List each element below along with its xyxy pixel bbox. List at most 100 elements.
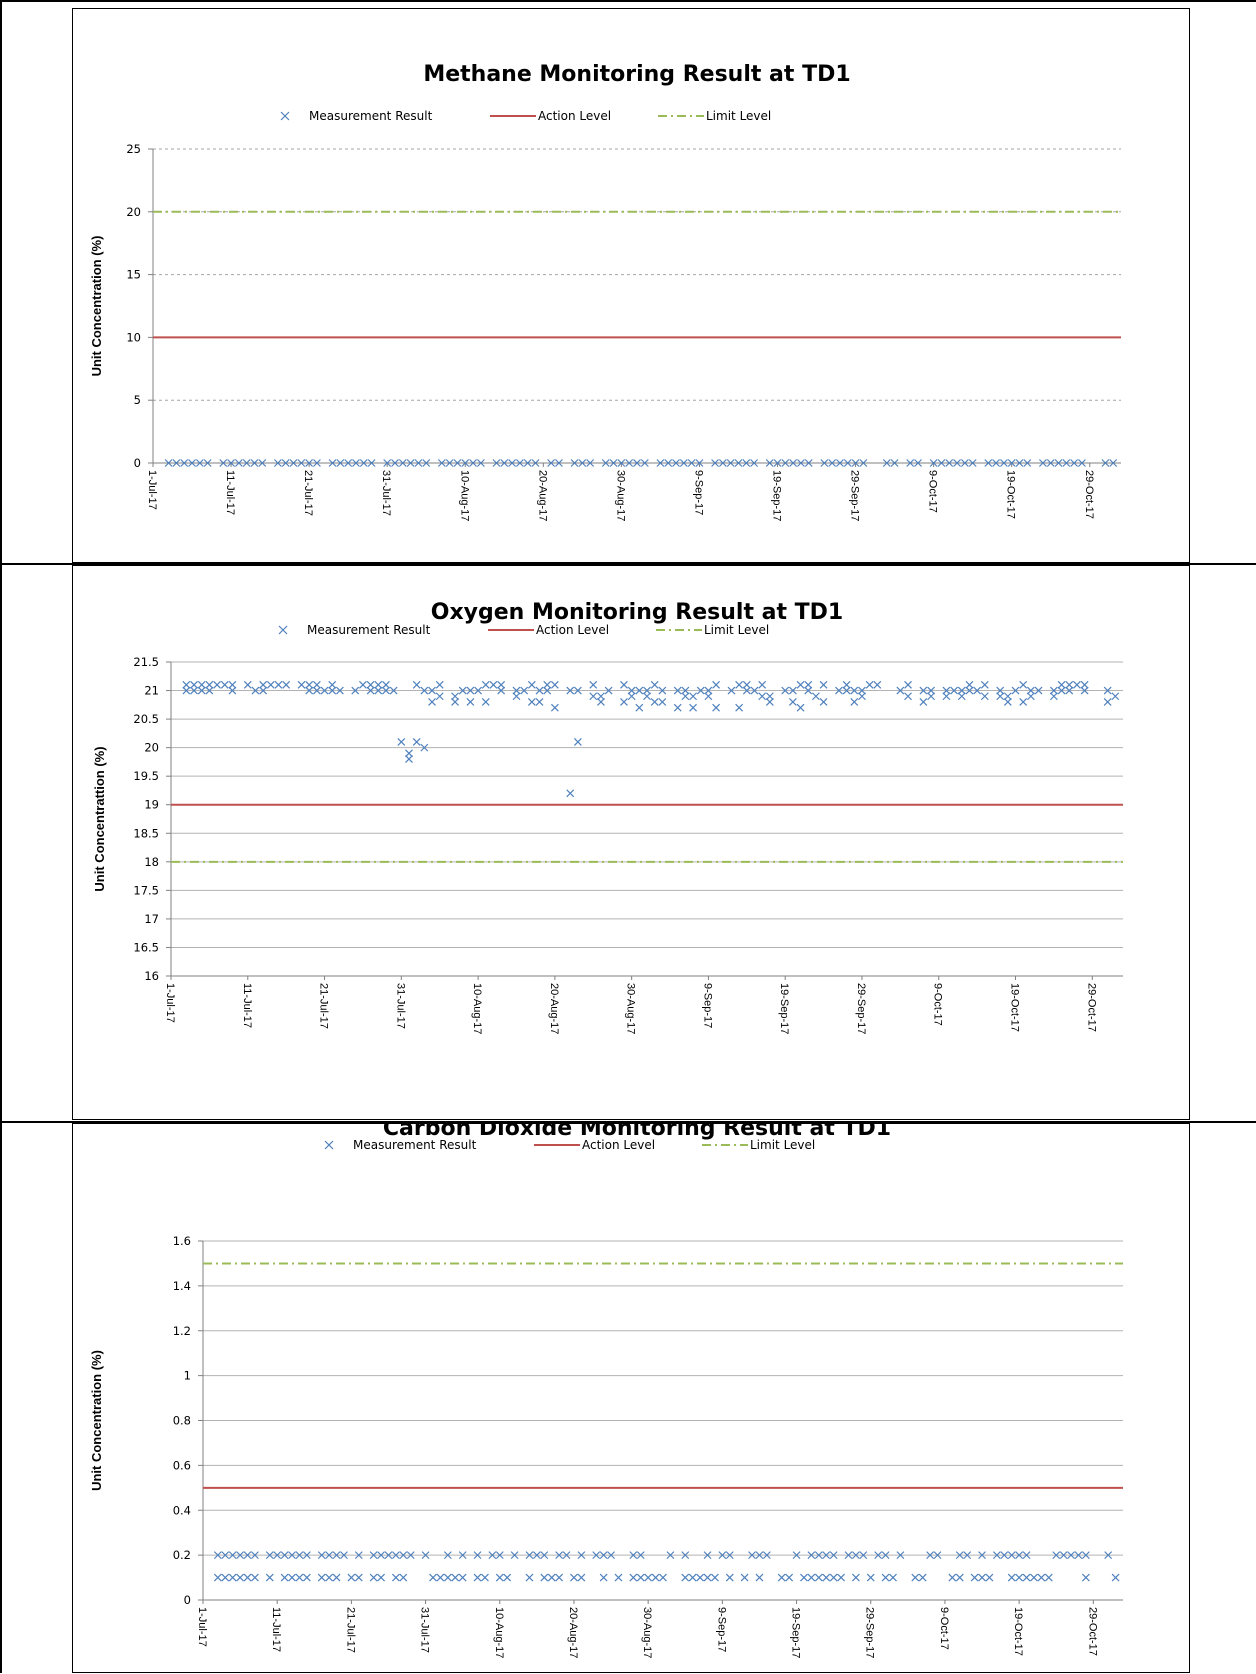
data-point [636, 1573, 645, 1582]
data-point [873, 680, 882, 689]
data-point [999, 459, 1008, 467]
data-point [644, 1573, 653, 1582]
data-point [711, 459, 719, 467]
data-point [317, 1551, 326, 1560]
data-point [437, 459, 446, 467]
data-point [1081, 1573, 1090, 1582]
data-point [735, 703, 744, 712]
data-point [543, 686, 552, 695]
data-point [844, 1551, 853, 1560]
data-point [788, 698, 797, 706]
data-point [874, 1551, 883, 1560]
data-point [927, 686, 935, 695]
data-point [601, 459, 610, 467]
data-point [369, 1551, 378, 1560]
data-point [328, 680, 337, 689]
x-tick-label: 9-Oct-17 [927, 470, 939, 513]
data-point [543, 680, 552, 689]
data-point [228, 1551, 237, 1560]
data-point [955, 1573, 964, 1582]
data-point [1104, 1551, 1113, 1560]
data-point [190, 686, 198, 695]
y-tick-label: 17.5 [133, 883, 159, 897]
chart-title: Methane Monitoring Result at TD1 [423, 62, 850, 87]
data-point [758, 680, 767, 689]
data-point [933, 1551, 942, 1560]
data-point [1057, 680, 1066, 689]
x-tick-label: 11-Jul-17 [241, 983, 253, 1028]
data-point [389, 686, 398, 695]
data-point [213, 1551, 222, 1560]
data-point [435, 692, 444, 701]
data-point [985, 1573, 994, 1582]
data-point [929, 459, 938, 467]
x-tick-label: 19-Oct-17 [1012, 1607, 1024, 1656]
data-point [890, 459, 899, 467]
data-point [957, 686, 966, 695]
data-point [965, 686, 974, 695]
data-point [792, 1551, 801, 1560]
data-point [785, 1573, 794, 1582]
data-point [205, 680, 214, 689]
data-point [573, 738, 582, 746]
data-point [1070, 459, 1079, 467]
data-point [474, 686, 483, 695]
data-point [492, 459, 501, 467]
data-point [1073, 680, 1081, 689]
legend-label-limit: Limit Level [706, 109, 771, 123]
data-point [555, 1551, 564, 1560]
data-point [718, 1551, 727, 1560]
data-point [758, 692, 767, 701]
data-point [829, 1551, 838, 1560]
data-point [398, 459, 407, 467]
data-point [566, 789, 575, 798]
data-point [945, 459, 954, 467]
data-point [635, 703, 644, 712]
data-point [451, 692, 459, 701]
data-point [625, 459, 634, 467]
data-point [172, 459, 181, 467]
data-point [228, 680, 237, 689]
data-point [383, 459, 392, 467]
data-point [281, 459, 290, 467]
data-point [725, 1573, 734, 1582]
data-point [734, 459, 743, 467]
data-point [882, 459, 891, 467]
data-point [445, 459, 454, 467]
y-tick-label: 1 [184, 1369, 191, 1383]
data-point [592, 1551, 601, 1560]
data-point [889, 1573, 897, 1582]
data-point [336, 459, 345, 467]
data-point [881, 1551, 890, 1560]
data-point [850, 686, 859, 695]
data-point [332, 1573, 341, 1582]
data-point [755, 1573, 764, 1582]
data-point [681, 686, 690, 695]
data-point [858, 686, 866, 695]
data-point [726, 459, 735, 467]
data-point [1023, 459, 1032, 467]
data-point [377, 1551, 385, 1560]
x-tick-label: 21-Jul-17 [318, 983, 330, 1029]
data-point [797, 459, 805, 467]
data-point [804, 680, 813, 689]
data-point [473, 1551, 482, 1560]
data-point [297, 680, 306, 689]
y-tick-label: 0.6 [173, 1458, 191, 1472]
data-point [305, 680, 314, 689]
data-point [182, 680, 191, 689]
y-tick-label: 21 [144, 684, 159, 698]
data-point [234, 459, 243, 467]
frame-left-line [0, 0, 2, 1673]
data-point [259, 686, 268, 695]
x-tick-label: 30-Aug-17 [625, 983, 637, 1034]
data-point [228, 686, 237, 695]
data-point [829, 1573, 838, 1582]
data-point [1007, 459, 1016, 467]
x-tick-label: 20-Aug-17 [548, 983, 560, 1034]
data-point [251, 686, 260, 695]
data-point [312, 680, 321, 689]
data-point [532, 1551, 541, 1560]
data-point [1044, 1573, 1053, 1582]
x-tick-label: 19-Oct-17 [1009, 983, 1021, 1032]
